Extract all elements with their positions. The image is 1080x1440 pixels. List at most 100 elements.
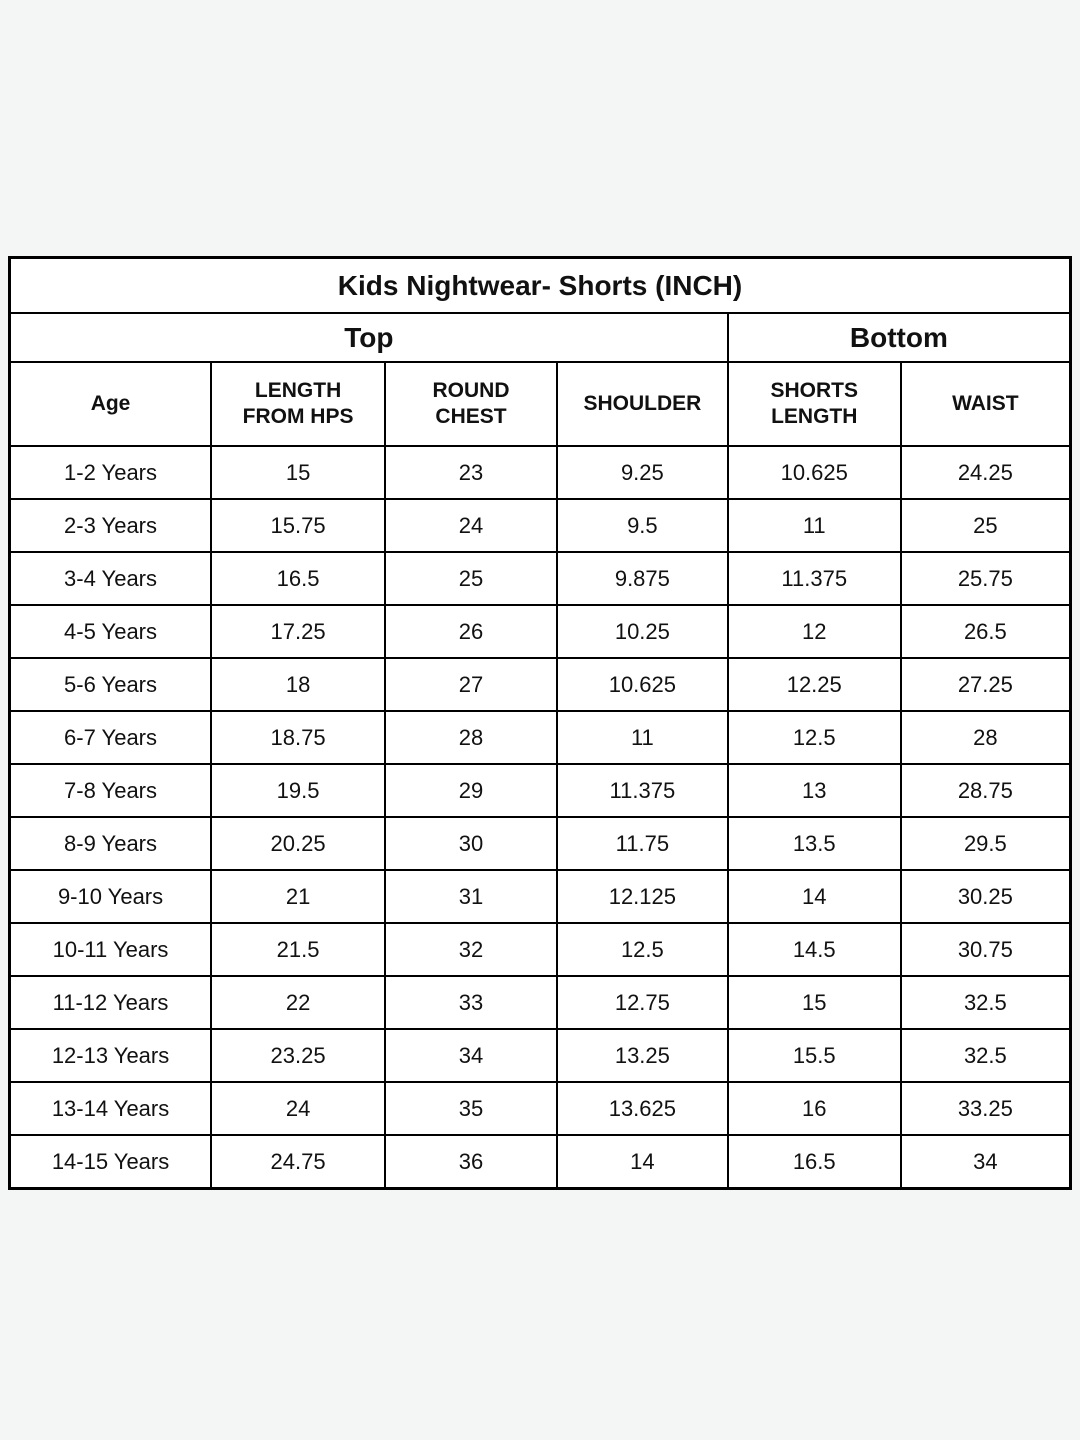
age-cell: 7-8 Years [8,763,213,818]
measurement-cell: 12.125 [555,869,729,924]
table-row: 8-9 Years 20.25 30 11.75 13.5 29.5 [8,816,1072,871]
measurement-cell: 10.25 [555,604,729,659]
measurement-cell: 12.25 [726,657,902,712]
column-header-shorts-length: SHORTS LENGTH [726,361,902,447]
age-cell: 12-13 Years [8,1028,213,1083]
table-row: 5-6 Years 18 27 10.625 12.25 27.25 [8,657,1072,712]
table-row: 2-3 Years 15.75 24 9.5 11 25 [8,498,1072,553]
measurement-cell: 11.375 [726,551,902,606]
table-title-row: Kids Nightwear- Shorts (INCH) [8,256,1072,314]
table-row: 1-2 Years 15 23 9.25 10.625 24.25 [8,445,1072,500]
measurement-cell: 13.625 [555,1081,729,1136]
measurement-cell: 18.75 [210,710,387,765]
measurement-cell: 26.5 [899,604,1072,659]
measurement-cell: 22 [210,975,387,1030]
measurement-cell: 30.75 [899,922,1072,977]
table-row: 11-12 Years 22 33 12.75 15 32.5 [8,975,1072,1030]
table-row: 3-4 Years 16.5 25 9.875 11.375 25.75 [8,551,1072,606]
measurement-cell: 9.875 [555,551,729,606]
measurement-cell: 24 [384,498,558,553]
measurement-cell: 11.375 [555,763,729,818]
age-cell: 10-11 Years [8,922,213,977]
measurement-cell: 24 [210,1081,387,1136]
measurement-cell: 26 [384,604,558,659]
measurement-cell: 9.25 [555,445,729,500]
measurement-cell: 11.75 [555,816,729,871]
measurement-cell: 25.75 [899,551,1072,606]
table-row: 6-7 Years 18.75 28 11 12.5 28 [8,710,1072,765]
table-body: 1-2 Years 15 23 9.25 10.625 24.25 2-3 Years 15.… [8,445,1072,1190]
measurement-cell: 13.5 [726,816,902,871]
table-row: 14-15 Years 24.75 36 14 16.5 34 [8,1134,1072,1190]
measurement-cell: 21.5 [210,922,387,977]
measurement-cell: 24.75 [210,1134,387,1190]
measurement-cell: 34 [384,1028,558,1083]
group-header-row: Top Bottom [8,312,1072,363]
measurement-cell: 30.25 [899,869,1072,924]
measurement-cell: 25 [899,498,1072,553]
measurement-cell: 16 [726,1081,902,1136]
measurement-cell: 16.5 [726,1134,902,1190]
measurement-cell: 23.25 [210,1028,387,1083]
age-cell: 8-9 Years [8,816,213,871]
size-chart-table: Kids Nightwear- Shorts (INCH) Top Bottom… [8,256,1072,1190]
size-chart-container: Kids Nightwear- Shorts (INCH) Top Bottom… [8,256,1072,1190]
measurement-cell: 34 [899,1134,1072,1190]
measurement-cell: 27 [384,657,558,712]
measurement-cell: 33.25 [899,1081,1072,1136]
measurement-cell: 12.5 [726,710,902,765]
group-header-top: Top [8,312,729,363]
table-row: 4-5 Years 17.25 26 10.25 12 26.5 [8,604,1072,659]
age-cell: 5-6 Years [8,657,213,712]
measurement-cell: 32.5 [899,975,1072,1030]
column-header-row: Age LENGTH FROM HPS ROUND CHEST SHOULDER… [8,361,1072,447]
measurement-cell: 32.5 [899,1028,1072,1083]
group-header-bottom: Bottom [726,312,1072,363]
table-row: 13-14 Years 24 35 13.625 16 33.25 [8,1081,1072,1136]
age-cell: 11-12 Years [8,975,213,1030]
measurement-cell: 11 [555,710,729,765]
measurement-cell: 28.75 [899,763,1072,818]
column-header-waist: WAIST [899,361,1072,447]
column-header-length-from-hps: LENGTH FROM HPS [210,361,387,447]
measurement-cell: 13.25 [555,1028,729,1083]
column-header-shoulder: SHOULDER [555,361,729,447]
measurement-cell: 17.25 [210,604,387,659]
measurement-cell: 10.625 [726,445,902,500]
measurement-cell: 10.625 [555,657,729,712]
measurement-cell: 15 [210,445,387,500]
measurement-cell: 14 [726,869,902,924]
age-cell: 14-15 Years [8,1134,213,1190]
measurement-cell: 36 [384,1134,558,1190]
measurement-cell: 25 [384,551,558,606]
table-row: 12-13 Years 23.25 34 13.25 15.5 32.5 [8,1028,1072,1083]
measurement-cell: 24.25 [899,445,1072,500]
measurement-cell: 27.25 [899,657,1072,712]
measurement-cell: 23 [384,445,558,500]
measurement-cell: 28 [899,710,1072,765]
measurement-cell: 9.5 [555,498,729,553]
measurement-cell: 30 [384,816,558,871]
measurement-cell: 14 [555,1134,729,1190]
measurement-cell: 15.75 [210,498,387,553]
age-cell: 6-7 Years [8,710,213,765]
column-header-round-chest: ROUND CHEST [384,361,558,447]
age-cell: 3-4 Years [8,551,213,606]
measurement-cell: 12.75 [555,975,729,1030]
measurement-cell: 11 [726,498,902,553]
age-cell: 2-3 Years [8,498,213,553]
measurement-cell: 33 [384,975,558,1030]
measurement-cell: 32 [384,922,558,977]
measurement-cell: 21 [210,869,387,924]
measurement-cell: 28 [384,710,558,765]
measurement-cell: 20.25 [210,816,387,871]
measurement-cell: 12.5 [555,922,729,977]
measurement-cell: 29 [384,763,558,818]
age-cell: 4-5 Years [8,604,213,659]
measurement-cell: 14.5 [726,922,902,977]
measurement-cell: 29.5 [899,816,1072,871]
measurement-cell: 13 [726,763,902,818]
measurement-cell: 15 [726,975,902,1030]
measurement-cell: 16.5 [210,551,387,606]
measurement-cell: 12 [726,604,902,659]
